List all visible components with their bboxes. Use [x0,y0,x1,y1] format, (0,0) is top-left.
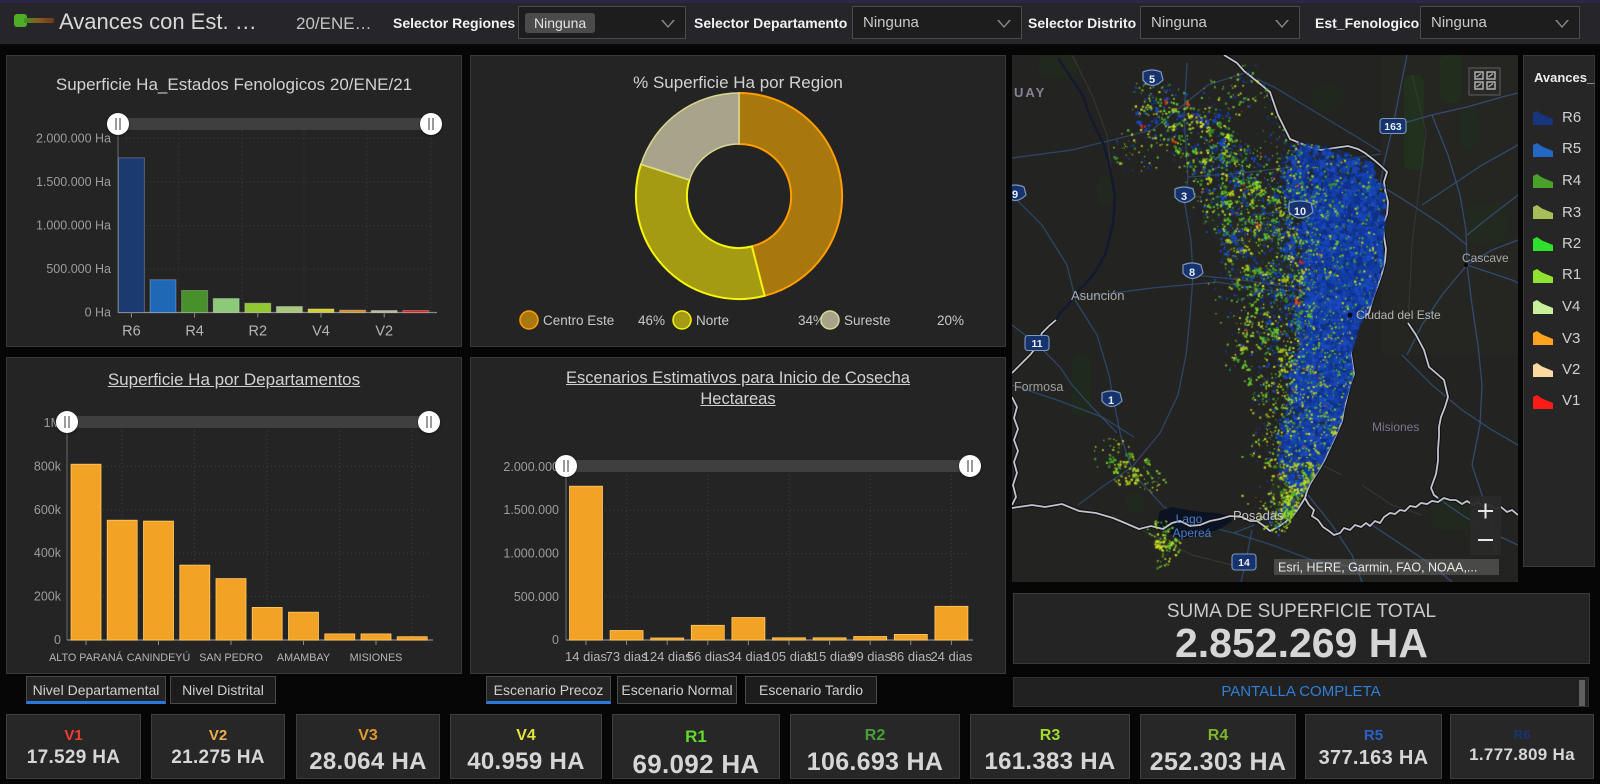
svg-text:400k: 400k [34,546,62,560]
svg-text:73 dias: 73 dias [606,649,648,664]
svg-text:Misiones: Misiones [1372,420,1419,434]
svg-text:1.500.000 Ha: 1.500.000 Ha [36,175,111,189]
svg-text:SAN PEDRO: SAN PEDRO [199,652,263,664]
svg-text:34 dias: 34 dias [727,649,769,664]
svg-text:0: 0 [552,633,559,647]
svg-text:600k: 600k [34,503,62,517]
svg-text:800k: 800k [34,459,62,473]
svg-text:115 dias: 115 dias [806,649,855,664]
svg-text:46%: 46% [638,313,665,328]
svg-text:56 dias: 56 dias [687,649,729,664]
svg-text:1.500.000: 1.500.000 [503,503,559,517]
svg-text:Centro Este: Centro Este [543,313,614,328]
svg-text:124 dias: 124 dias [643,649,693,664]
svg-text:Sureste: Sureste [844,313,891,328]
svg-text:1.000.000 Ha: 1.000.000 Ha [36,219,111,233]
svg-text:Cascave: Cascave [1462,251,1509,265]
svg-text:Formosa: Formosa [1014,380,1063,394]
svg-text:Asunción: Asunción [1071,288,1124,303]
svg-text:9: 9 [1012,189,1018,201]
svg-text:ALTO PARANÁ: ALTO PARANÁ [49,651,124,664]
svg-text:14: 14 [1238,557,1250,569]
svg-text:24 dias: 24 dias [930,649,972,664]
svg-text:Lago: Lago [1176,512,1203,526]
svg-text:Norte: Norte [696,313,729,328]
svg-text:99 dias: 99 dias [849,649,891,664]
svg-text:105 dias: 105 dias [764,649,814,664]
svg-text:V2: V2 [375,324,393,340]
svg-text:200k: 200k [34,590,62,604]
svg-text:CANINDEYÚ: CANINDEYÚ [127,651,191,664]
svg-text:20%: 20% [937,313,964,328]
svg-text:14 dias: 14 dias [565,649,607,664]
svg-text:3: 3 [1181,191,1187,203]
svg-text:0: 0 [54,633,61,647]
svg-text:Esri, HERE, Garmin, FAO, NOAA,: Esri, HERE, Garmin, FAO, NOAA,... [1278,561,1477,575]
svg-text:R2: R2 [249,324,268,340]
svg-text:500.000: 500.000 [514,590,559,604]
svg-text:1.000.000: 1.000.000 [503,547,559,561]
svg-text:Ciudad del Este: Ciudad del Este [1356,308,1441,322]
svg-text:10: 10 [1294,206,1306,218]
svg-text:MISIONES: MISIONES [350,652,403,664]
svg-text:UAY: UAY [1014,85,1046,100]
svg-text:34%: 34% [798,313,825,328]
svg-text:1: 1 [1108,395,1114,407]
svg-text:R6: R6 [122,324,141,340]
svg-text:2.000.000: 2.000.000 [503,460,559,474]
svg-text:5: 5 [1149,74,1155,86]
svg-text:Posadas: Posadas [1233,508,1284,523]
svg-text:500.000 Ha: 500.000 Ha [46,262,111,276]
svg-text:R4: R4 [185,324,204,340]
svg-text:AMAMBAY: AMAMBAY [277,652,330,664]
svg-text:163: 163 [1384,121,1402,133]
svg-text:V4: V4 [312,324,330,340]
svg-text:8: 8 [1189,267,1195,279]
svg-text:Apereá: Apereá [1173,526,1212,540]
svg-text:2.000.000 Ha: 2.000.000 Ha [36,132,111,146]
svg-text:11: 11 [1031,338,1042,350]
svg-text:0 Ha: 0 Ha [85,306,111,320]
svg-text:86 dias: 86 dias [890,649,932,664]
